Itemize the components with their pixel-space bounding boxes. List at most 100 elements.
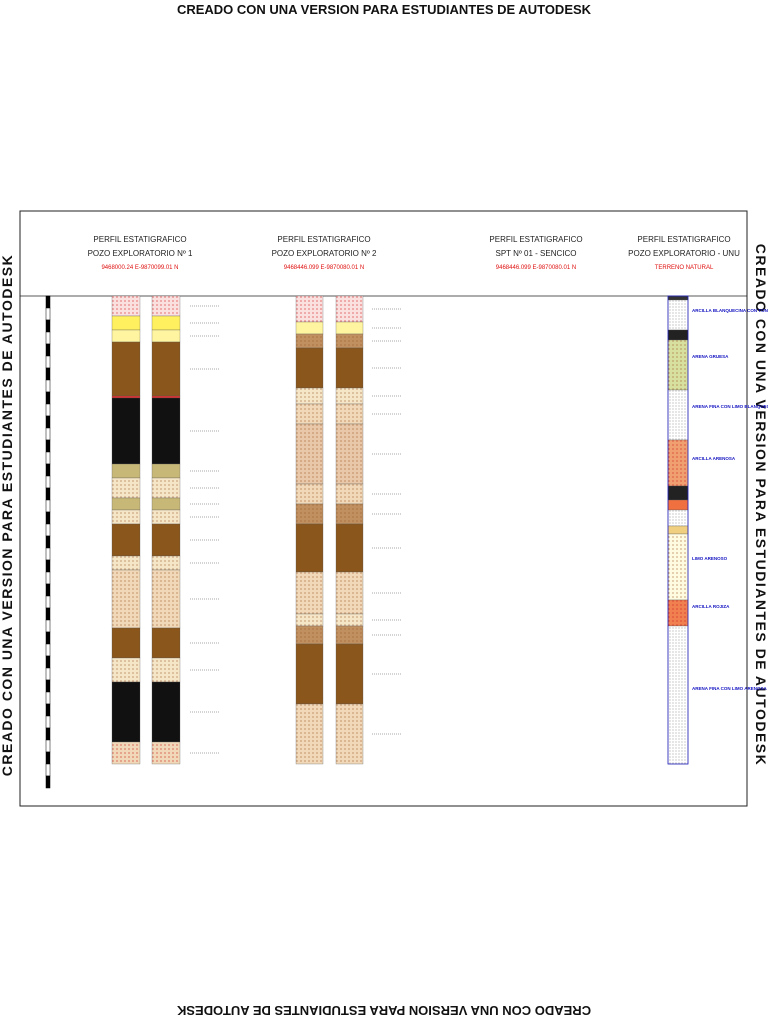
soil-layer bbox=[111, 627, 141, 659]
soil-pattern bbox=[296, 704, 323, 764]
soil-pattern bbox=[112, 296, 140, 316]
depth-scale-segment bbox=[45, 475, 51, 489]
soil-layer bbox=[111, 395, 141, 399]
panel-title: PERFIL ESTATIGRAFICO bbox=[637, 235, 730, 244]
layer-label: ARENA FINA CON LIMO BLANQUECINA bbox=[692, 404, 768, 409]
soil-pattern bbox=[112, 556, 140, 570]
soil-layer bbox=[335, 643, 364, 705]
depth-scale-segment bbox=[45, 391, 51, 405]
soil-layer bbox=[667, 499, 689, 511]
depth-scale-segment bbox=[45, 691, 51, 705]
soil-layer bbox=[335, 347, 364, 389]
soil-layer bbox=[295, 643, 324, 705]
soil-layer bbox=[151, 627, 181, 659]
soil-pattern bbox=[296, 504, 323, 524]
soil-pattern bbox=[152, 742, 180, 764]
soil-pattern bbox=[112, 570, 140, 628]
depth-scale-segment bbox=[45, 703, 51, 717]
soil-pattern bbox=[112, 742, 140, 764]
soil-layer bbox=[295, 347, 324, 389]
soil-pattern bbox=[336, 388, 363, 404]
soil-layer bbox=[667, 295, 689, 301]
depth-scale-segment bbox=[45, 439, 51, 453]
depth-scale-segment bbox=[45, 487, 51, 501]
soil-pattern bbox=[336, 404, 363, 424]
depth-scale-segment bbox=[45, 367, 51, 381]
soil-layer bbox=[111, 341, 141, 397]
depth-scale-segment bbox=[45, 679, 51, 693]
soil-layer bbox=[151, 341, 181, 397]
depth-scale-segment bbox=[45, 583, 51, 597]
layer-label: ARENA FINA CON LIMO ARENOSA bbox=[692, 686, 767, 691]
soil-pattern bbox=[668, 626, 688, 764]
depth-scale-segment bbox=[45, 463, 51, 477]
soil-pattern bbox=[668, 340, 688, 390]
soil-pattern bbox=[112, 478, 140, 498]
soil-pattern bbox=[336, 614, 363, 626]
columns bbox=[111, 295, 689, 765]
unu-outline bbox=[667, 295, 689, 765]
soil-layer bbox=[111, 329, 141, 343]
soil-pattern bbox=[296, 296, 323, 322]
soil-pattern bbox=[152, 556, 180, 570]
soil-pattern bbox=[296, 626, 323, 644]
panel-subtitle: SPT Nº 01 - SENCICO bbox=[495, 249, 576, 258]
layer-label: ARCILLA ARENOSA bbox=[692, 456, 736, 461]
depth-scale-segment bbox=[45, 343, 51, 357]
layer-label: ARCILLA BLANQUECINA CON TONOS NEGROS bbox=[692, 308, 768, 313]
soil-pattern bbox=[336, 504, 363, 524]
depth-scale-segment bbox=[45, 667, 51, 681]
soil-layer bbox=[667, 525, 689, 535]
depth-scale-segment bbox=[45, 631, 51, 645]
soil-pattern bbox=[336, 704, 363, 764]
soil-pattern bbox=[152, 510, 180, 524]
depth-scale-segment bbox=[45, 331, 51, 345]
panel-title: PERFIL ESTATIGRAFICO bbox=[93, 235, 186, 244]
layer-label: LIMO ARENOSO bbox=[692, 556, 728, 561]
soil-pattern bbox=[296, 404, 323, 424]
soil-layer bbox=[111, 463, 141, 479]
soil-pattern bbox=[336, 424, 363, 484]
depth-scale-segment bbox=[45, 547, 51, 561]
soil-pattern bbox=[668, 390, 688, 440]
soil-pattern bbox=[336, 334, 363, 348]
soil-pattern bbox=[668, 600, 688, 626]
soil-pattern bbox=[668, 510, 688, 526]
soil-layer bbox=[151, 315, 181, 331]
frame bbox=[19, 210, 748, 807]
depth-scale-segment bbox=[45, 319, 51, 333]
soil-layer bbox=[151, 681, 181, 743]
soil-layer bbox=[111, 523, 141, 557]
depth-scale-segment bbox=[45, 415, 51, 429]
soil-layer bbox=[295, 523, 324, 573]
soil-layer bbox=[151, 463, 181, 479]
soil-pattern bbox=[152, 658, 180, 682]
soil-layer bbox=[111, 315, 141, 331]
depth-scale-segment bbox=[45, 607, 51, 621]
soil-pattern bbox=[336, 484, 363, 504]
depth-scale-segment bbox=[45, 559, 51, 573]
soil-layer bbox=[151, 497, 181, 511]
watermark-left: CREADO CON UNA VERSION PARA ESTUDIANTES … bbox=[0, 254, 15, 776]
soil-pattern bbox=[296, 572, 323, 614]
soil-layer bbox=[295, 321, 324, 335]
depth-scale-segment bbox=[45, 523, 51, 537]
soil-layer bbox=[335, 523, 364, 573]
soil-pattern bbox=[296, 424, 323, 484]
depth-scale-segment bbox=[45, 655, 51, 669]
soil-pattern bbox=[668, 300, 688, 330]
depth-scale-segment bbox=[45, 295, 51, 309]
depth-scale-segment bbox=[45, 763, 51, 777]
depth-scale-segment bbox=[45, 451, 51, 465]
panel-coords: TERRENO NATURAL bbox=[655, 265, 714, 271]
soil-pattern bbox=[336, 296, 363, 322]
soil-layer bbox=[335, 321, 364, 335]
depth-scale-segment bbox=[45, 595, 51, 609]
soil-pattern bbox=[152, 296, 180, 316]
soil-pattern bbox=[296, 484, 323, 504]
soil-pattern bbox=[296, 614, 323, 626]
panel-coords: 9468446.099 E-9870080.01 N bbox=[284, 265, 364, 271]
soil-pattern bbox=[668, 440, 688, 486]
soil-pattern bbox=[668, 534, 688, 600]
